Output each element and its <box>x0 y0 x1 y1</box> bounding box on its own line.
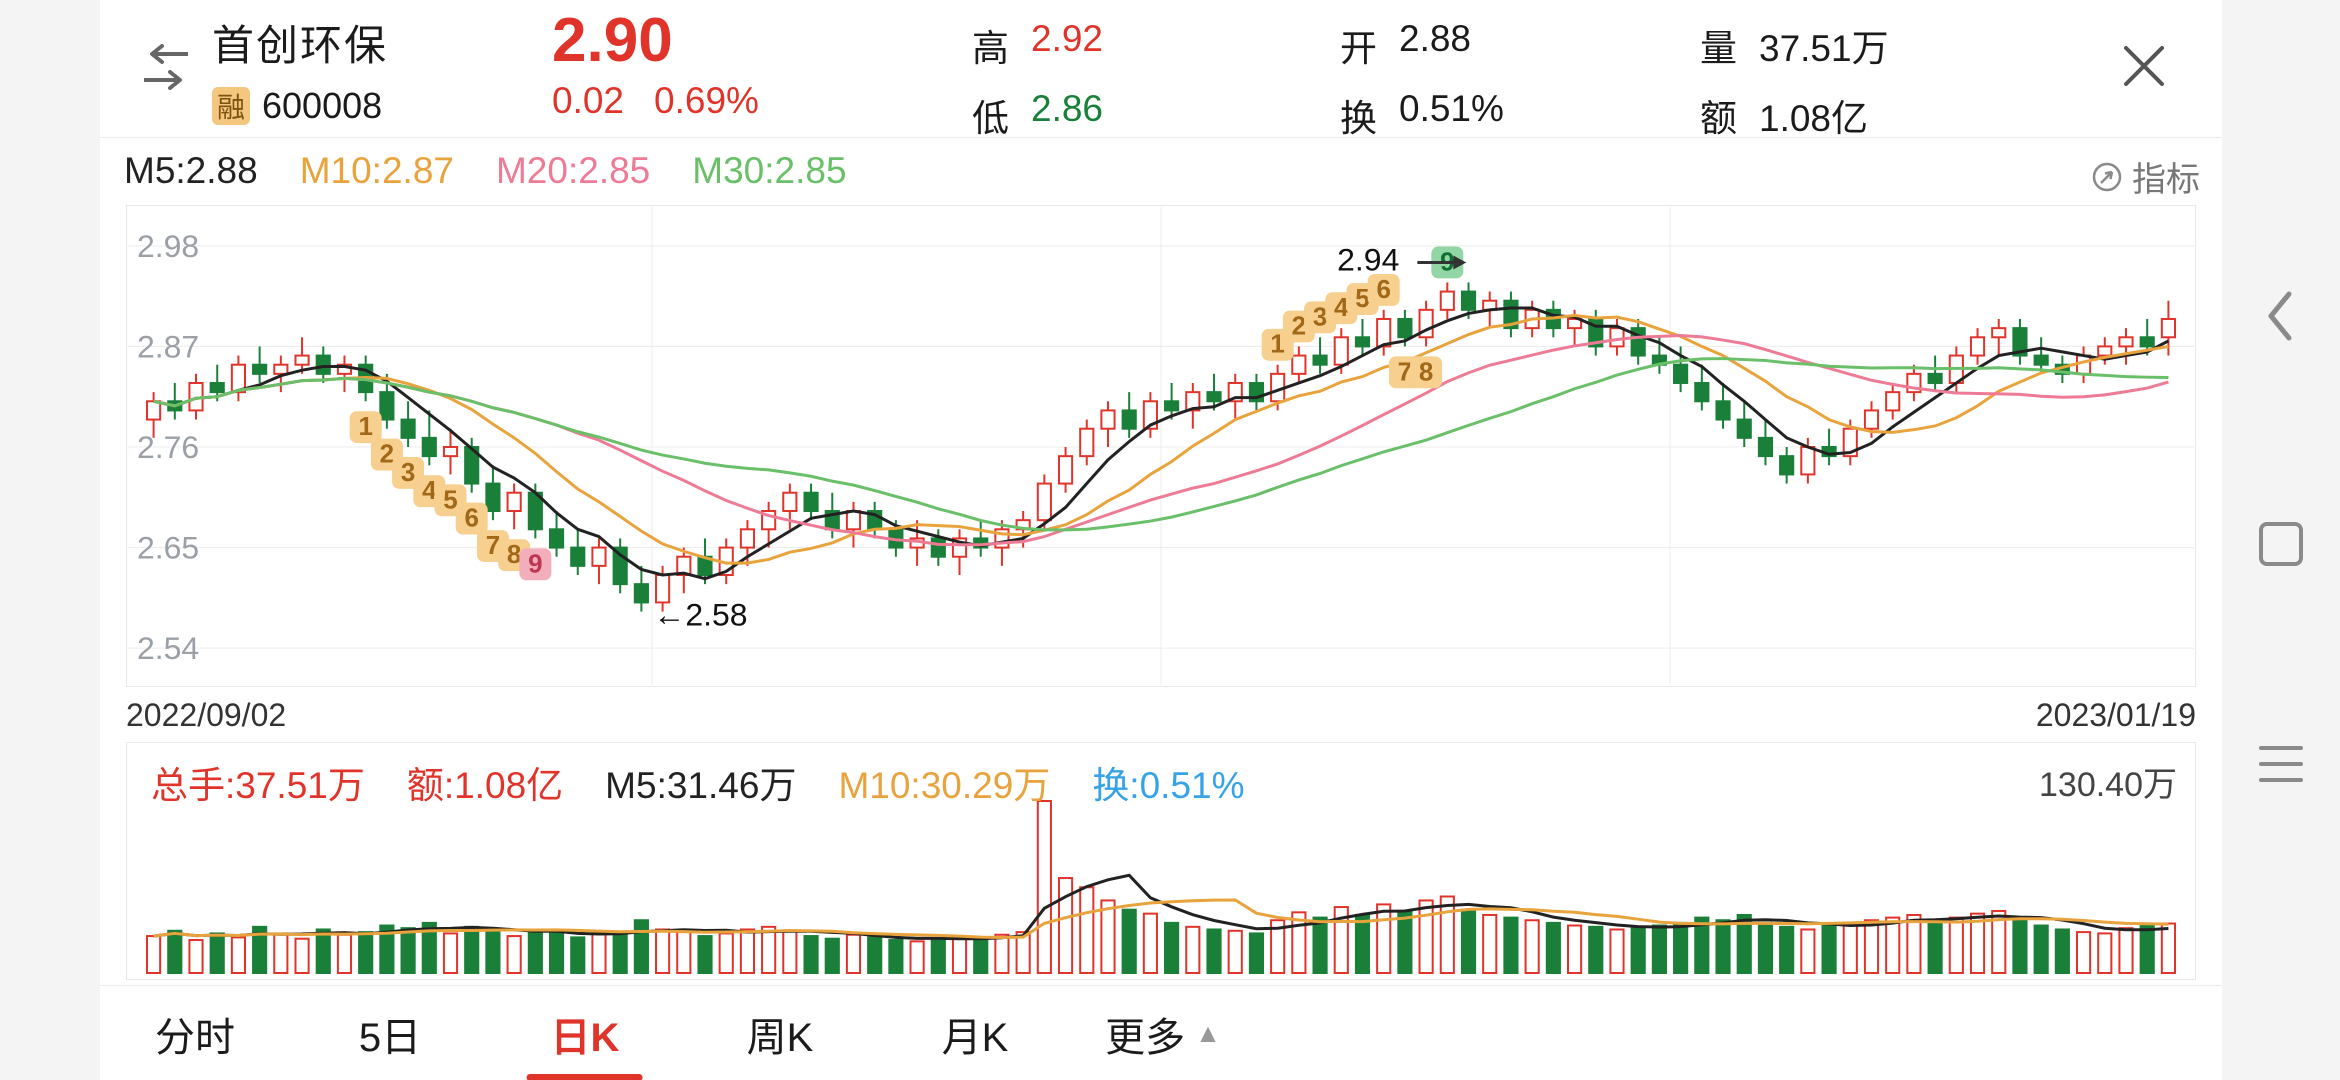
ma10-label: M10:2.87 <box>299 150 454 191</box>
svg-text:2.65: 2.65 <box>137 530 199 566</box>
system-nav-strip <box>2222 0 2340 1080</box>
svg-text:←2.58: ←2.58 <box>653 597 747 633</box>
svg-text:2.54: 2.54 <box>137 630 199 666</box>
active-tab-underline <box>526 1074 643 1080</box>
stock-name: 首创环保 <box>212 22 389 69</box>
tab-minute[interactable]: 分时 <box>145 986 245 1080</box>
amount-stat: 额:1.08亿 <box>406 765 564 806</box>
open-label: 开 <box>1340 28 1377 69</box>
system-home-icon[interactable] <box>2259 522 2303 566</box>
ma5-label: M5:2.88 <box>124 150 258 191</box>
tab-more-label: 更多 <box>1105 1015 1186 1060</box>
volume-panel: 总手:37.51万 额:1.08亿 M5:31.46万 M10:30.29万 换… <box>126 742 2196 980</box>
amount-label: 额 <box>1700 98 1737 139</box>
quote-col-volume-amount: 量 37.51万 额 1.08亿 <box>1700 18 1889 142</box>
svg-text:5: 5 <box>443 486 457 514</box>
last-price: 2.90 <box>552 6 673 75</box>
date-end: 2023/01/19 <box>2035 697 2196 733</box>
system-recent-icon[interactable] <box>2259 746 2303 782</box>
svg-text:6: 6 <box>464 505 478 533</box>
ma20-label: M20:2.85 <box>495 150 651 191</box>
svg-text:8: 8 <box>507 541 521 569</box>
total-volume-stat: 总手:37.51万 <box>151 765 365 806</box>
ma-label-row: M5:2.88 M10:2.87 M20:2.85 M30:2.85 <box>124 150 847 192</box>
quote-col-open-turnover: 开 2.88 换 0.51% <box>1340 18 1504 142</box>
svg-text:1: 1 <box>358 413 372 441</box>
svg-text:4: 4 <box>422 477 437 505</box>
svg-text:6: 6 <box>1376 276 1390 304</box>
app-content: 首创环保 融 600008 2.90 0.02 0.69% 高 2.92 低 2.8… <box>100 0 2222 1080</box>
quote-col-high-low: 高 2.92 低 2.86 <box>972 18 1103 142</box>
price-block: 2.90 0.02 0.69% <box>552 6 759 122</box>
system-back-icon[interactable] <box>2261 288 2301 344</box>
volume-chart-svg[interactable] <box>127 791 2195 977</box>
stock-identity: 首创环保 融 600008 <box>212 12 388 127</box>
volume-max-label: 130.40万 <box>2039 766 2177 804</box>
high-label: 高 <box>972 28 1009 69</box>
bottom-tab-bar: 分时 5日 日K 周K 月K 更多 ▲ 筹码 画线 加自选 <box>100 985 2222 1080</box>
tab-daily-k-label: 日K <box>550 1015 620 1060</box>
tab-monthly-k-label: 月K <box>941 1015 1009 1060</box>
tab-daily-k[interactable]: 日K <box>526 986 643 1080</box>
tab-5day-label: 5日 <box>358 1015 422 1060</box>
volume-value: 37.51万 <box>1759 28 1889 69</box>
indicator-icon <box>2092 162 2122 191</box>
high-value: 2.92 <box>1031 18 1104 59</box>
indicator-label: 指标 <box>2132 161 2200 199</box>
svg-text:1: 1 <box>1270 331 1284 359</box>
volume-ma5-stat: M5:31.46万 <box>605 765 797 806</box>
tab-5day[interactable]: 5日 <box>349 986 431 1080</box>
svg-text:3: 3 <box>401 459 415 487</box>
svg-text:8: 8 <box>1419 358 1433 386</box>
caret-up-icon: ▲ <box>1195 1018 1221 1048</box>
volume-ma10-stat: M10:30.29万 <box>838 765 1051 806</box>
open-value: 2.88 <box>1399 18 1472 59</box>
svg-text:2.87: 2.87 <box>137 328 199 364</box>
price-chart-panel: 2.98 2.87 2.76 2.65 2.54 1 2 3 4 5 6 7 8 9 1 2 3 4 5 6 7 8 9 ←2… <box>126 205 2196 687</box>
volume-stats-row: 总手:37.51万 额:1.08亿 M5:31.46万 M10:30.29万 换… <box>151 755 1245 809</box>
tab-minute-label: 分时 <box>155 1015 235 1060</box>
svg-text:2.98: 2.98 <box>137 228 199 264</box>
svg-text:2: 2 <box>1292 312 1306 340</box>
svg-text:7: 7 <box>1398 358 1412 386</box>
svg-text:9: 9 <box>528 550 542 578</box>
svg-text:4: 4 <box>1334 294 1349 322</box>
svg-text:2.76: 2.76 <box>137 429 199 465</box>
price-change: 0.02 <box>552 80 625 121</box>
indicator-button[interactable]: 指标 <box>2090 152 2200 201</box>
svg-text:3: 3 <box>1313 303 1327 331</box>
tab-monthly-k[interactable]: 月K <box>932 986 1019 1080</box>
svg-text:7: 7 <box>486 532 500 560</box>
tab-weekly-k[interactable]: 周K <box>737 986 824 1080</box>
stock-code: 600008 <box>262 85 383 126</box>
turnover-value: 0.51% <box>1399 88 1504 129</box>
price-change-pct: 0.69% <box>654 80 759 121</box>
amount-value: 1.08亿 <box>1759 98 1869 139</box>
tab-weekly-k-label: 周K <box>746 1015 814 1060</box>
quote-header: 首创环保 融 600008 2.90 0.02 0.69% 高 2.92 低 2.8… <box>100 0 2222 139</box>
turnover-stat: 换:0.51% <box>1092 765 1245 806</box>
low-value: 2.86 <box>1031 88 1104 129</box>
close-icon[interactable] <box>2118 40 2170 92</box>
date-start: 2022/09/02 <box>126 697 287 733</box>
turnover-label: 换 <box>1340 98 1377 139</box>
svg-text:2.94: 2.94 <box>1337 242 1399 278</box>
low-label: 低 <box>972 98 1009 139</box>
switch-stock-icon[interactable] <box>138 42 194 94</box>
margin-trading-badge: 融 <box>212 87 250 125</box>
svg-text:5: 5 <box>1355 285 1369 313</box>
volume-label: 量 <box>1700 28 1737 69</box>
date-axis-row: 2022/09/02 2023/01/19 <box>126 695 2196 735</box>
ma30-label: M30:2.85 <box>692 150 847 191</box>
tab-more[interactable]: 更多 ▲ <box>1095 986 1231 1080</box>
svg-text:2: 2 <box>380 441 394 469</box>
